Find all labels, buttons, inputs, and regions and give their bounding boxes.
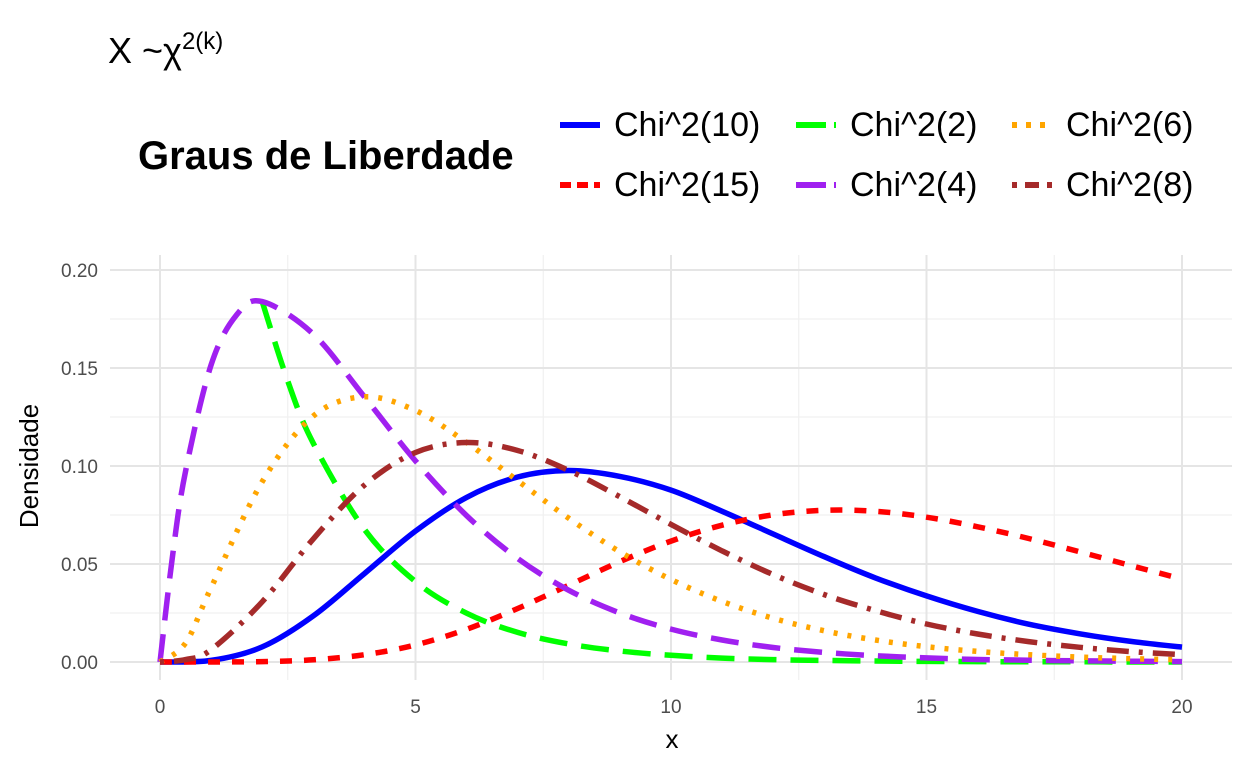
y-axis-title: Densidade (14, 404, 44, 528)
x-tick-label: 0 (155, 697, 166, 718)
x-axis-title: x (666, 724, 679, 754)
legend-label: Chi^2(10) (614, 106, 761, 144)
series-line-chi-2-2- (259, 300, 1182, 665)
legend-item: Chi^2(2) (794, 105, 1054, 145)
series-line-chi-2-15- (159, 507, 1183, 665)
series-line-chi-2-8- (159, 439, 1183, 665)
legend-label: Chi^2(15) (614, 166, 761, 204)
legend-key (560, 182, 600, 188)
series-line-chi-2-6- (158, 394, 1183, 665)
x-tick-label: 5 (410, 697, 421, 718)
series-line-chi-2-4- (157, 298, 1183, 665)
y-tick-label: 0.10 (61, 457, 98, 478)
y-tick-label: 0.20 (61, 261, 98, 282)
legend-key (796, 122, 836, 128)
chart-title-superscript: 2(k) (181, 28, 224, 55)
y-tick-label: 0.00 (61, 653, 98, 674)
legend-title: Graus de Liberdade (138, 134, 514, 178)
chart-title: X ~χ2(k) (108, 22, 223, 71)
legend-label: Chi^2(2) (850, 106, 978, 144)
legend-label: Chi^2(4) (850, 166, 978, 204)
legend-key (1012, 182, 1052, 188)
series-line-chi-2-10- (159, 467, 1183, 665)
major-gridlines (110, 255, 1232, 680)
x-tick-label: 20 (1171, 697, 1192, 718)
legend-item: Chi^2(4) (794, 165, 1054, 205)
legend-label: Chi^2(6) (1066, 106, 1194, 144)
legend-label: Chi^2(8) (1066, 166, 1194, 204)
series-lines (157, 298, 1183, 665)
x-tick-label: 15 (916, 697, 937, 718)
legend-key (796, 182, 836, 188)
legend-item: Chi^2(6) (1010, 105, 1248, 145)
legend-key (1012, 122, 1052, 128)
chart-title-base: X ~χ (108, 30, 182, 71)
y-tick-label: 0.15 (61, 359, 98, 380)
axis-tick-labels: 0 5 10 15 20 0.00 0.05 0.10 0.15 0.20 (61, 261, 1193, 718)
legend-item: Chi^2(8) (1010, 165, 1248, 205)
y-tick-label: 0.05 (61, 555, 98, 576)
x-tick-label: 10 (660, 697, 681, 718)
legend-key (560, 122, 600, 128)
minor-gridlines (110, 255, 1232, 680)
legend-item: Chi^2(10) (558, 105, 818, 145)
legend-item: Chi^2(15) (558, 165, 818, 205)
